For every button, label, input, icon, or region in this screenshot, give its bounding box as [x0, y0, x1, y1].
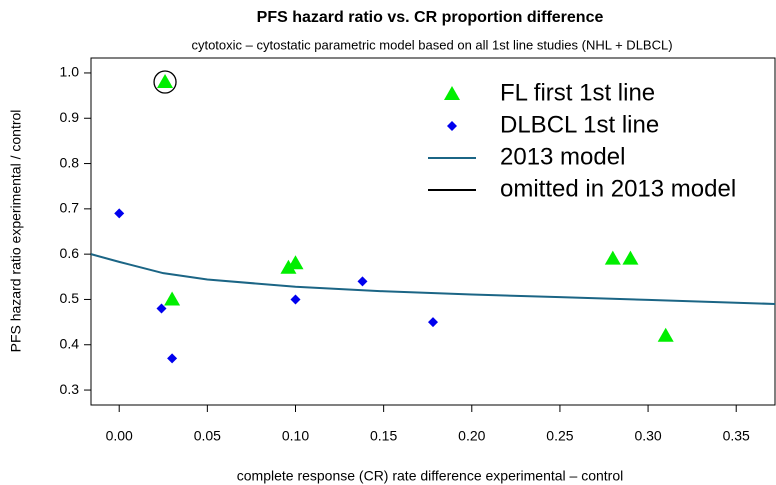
x-tick-label: 0.10 [282, 428, 309, 444]
y-tick-label: 0.6 [60, 245, 80, 261]
y-tick-label: 1.0 [60, 64, 80, 80]
plot-frame [90, 57, 776, 406]
x-tick-label: 0.30 [634, 428, 661, 444]
point [357, 276, 368, 287]
x-tick-label: 0.00 [106, 428, 133, 444]
x-tick-label: 0.15 [370, 428, 397, 444]
y-tick-label: 0.3 [60, 381, 80, 397]
legend-label: FL first 1st line [500, 79, 655, 106]
y-tick-label: 0.5 [60, 290, 80, 306]
legend-symbol [444, 86, 460, 100]
point [622, 250, 639, 265]
y-tick-label: 0.9 [60, 109, 80, 125]
point [167, 353, 178, 364]
chart-title: PFS hazard ratio vs. CR proportion diffe… [257, 9, 604, 26]
x-axis-label: complete response (CR) rate difference e… [237, 468, 623, 484]
chart-subtitle: cytotoxic – cytostatic parametric model … [191, 37, 672, 52]
point [153, 70, 177, 94]
legend-label: DLBCL 1st line [500, 111, 659, 138]
point [428, 317, 438, 328]
legend-label: 2013 model [500, 143, 625, 170]
legend-symbol [447, 121, 457, 131]
point [156, 303, 167, 314]
y-tick-label: 0.8 [60, 154, 80, 170]
point [287, 255, 304, 270]
point [657, 327, 674, 342]
point [280, 259, 297, 274]
x-tick-label: 0.20 [458, 428, 485, 444]
point [164, 291, 181, 306]
point [290, 294, 301, 305]
x-tick-label: 0.35 [723, 428, 750, 444]
point [114, 208, 125, 219]
model-line [90, 253, 776, 305]
legend-label: omitted in 2013 model [500, 175, 736, 202]
x-tick-label: 0.25 [546, 428, 573, 444]
point [157, 74, 174, 89]
point [604, 250, 621, 265]
x-tick-label: 0.05 [194, 428, 221, 444]
y-tick-label: 0.4 [60, 335, 80, 351]
y-axis-label: PFS hazard ratio experimental / control [8, 110, 24, 353]
y-tick-label: 0.7 [60, 200, 80, 216]
